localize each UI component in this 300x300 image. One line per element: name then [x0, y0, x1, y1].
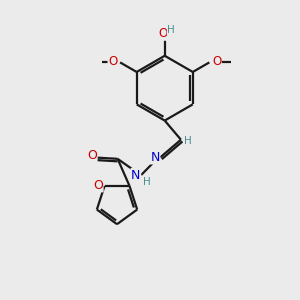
Text: O: O	[159, 27, 168, 40]
Text: H: H	[184, 136, 191, 146]
Text: O: O	[93, 179, 103, 192]
Text: H: H	[143, 176, 151, 187]
Text: O: O	[87, 149, 97, 162]
Text: H: H	[167, 25, 175, 35]
Text: O: O	[108, 55, 117, 68]
Text: N: N	[131, 169, 141, 182]
Text: N: N	[150, 151, 160, 164]
Text: O: O	[212, 55, 221, 68]
